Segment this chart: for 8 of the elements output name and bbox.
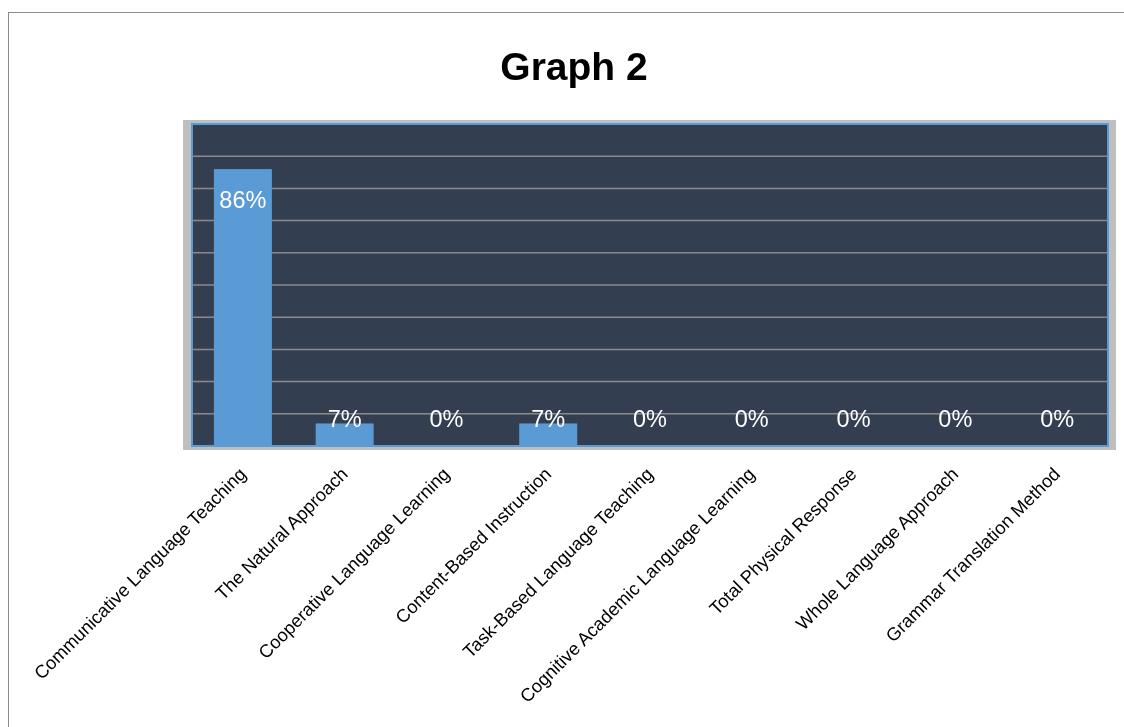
data-label: 0% [938,406,973,433]
data-label: 0% [633,406,668,433]
data-label: 0% [734,406,769,433]
data-label: 86% [219,187,267,214]
data-label: 0% [836,406,871,433]
chart-title: Graph 2 [500,45,648,88]
data-label: 0% [1040,406,1075,433]
data-label: 0% [429,406,464,433]
